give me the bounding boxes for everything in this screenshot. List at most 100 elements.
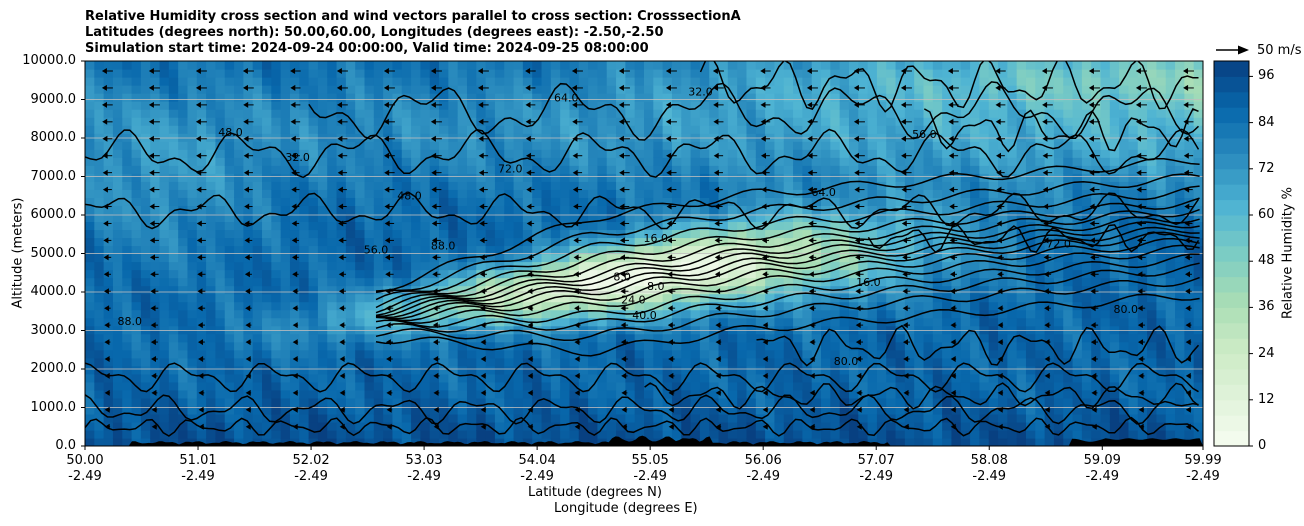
rh-cell xyxy=(737,165,748,174)
rh-cell xyxy=(131,365,142,375)
title-line-3: Simulation start time: 2024-09-24 00:00:… xyxy=(85,41,649,56)
rh-cell xyxy=(94,413,105,423)
rh-cell xyxy=(541,429,552,439)
rh-cell xyxy=(178,397,189,407)
rh-cell xyxy=(541,373,552,383)
rh-cell xyxy=(448,61,459,70)
rh-cell xyxy=(998,333,1008,343)
rh-cell xyxy=(140,285,151,295)
rh-cell xyxy=(187,109,198,118)
rh-cell xyxy=(634,69,645,78)
rh-cell xyxy=(746,373,757,383)
rh-cell xyxy=(821,261,831,271)
rh-cell xyxy=(858,421,869,431)
rh-cell xyxy=(504,397,515,407)
rh-cell xyxy=(187,413,198,423)
rh-cell xyxy=(522,157,533,166)
rh-cell xyxy=(988,205,999,214)
rh-cell xyxy=(541,117,552,126)
rh-cell xyxy=(960,69,971,78)
rh-cell xyxy=(224,189,235,198)
rh-cell xyxy=(597,221,608,231)
rh-cell xyxy=(662,85,673,94)
rh-cell xyxy=(951,237,962,247)
rh-cell xyxy=(671,293,682,303)
rh-cell xyxy=(513,101,524,110)
rh-cell xyxy=(569,109,580,118)
rh-cell xyxy=(644,333,654,343)
rh-cell xyxy=(942,397,953,407)
rh-cell xyxy=(243,197,254,206)
rh-cell xyxy=(718,141,729,150)
rh-cell xyxy=(187,197,198,206)
rh-cell xyxy=(168,77,179,86)
rh-cell xyxy=(923,181,934,190)
rh-cell xyxy=(215,157,226,166)
rh-cell xyxy=(560,397,571,407)
rh-cell xyxy=(420,141,431,150)
rh-cell xyxy=(140,261,151,271)
rh-cell xyxy=(457,237,468,247)
rh-cell xyxy=(690,261,701,271)
rh-cell xyxy=(85,229,95,239)
rh-cell xyxy=(187,373,198,383)
rh-cell xyxy=(196,77,207,86)
rh-cell xyxy=(196,357,207,367)
rh-cell xyxy=(653,205,664,214)
rh-cell xyxy=(252,221,263,231)
rh-cell xyxy=(886,117,897,126)
rh-cell xyxy=(634,237,645,247)
rh-cell xyxy=(588,405,599,415)
rh-cell xyxy=(923,61,934,70)
rh-cell xyxy=(1035,237,1046,247)
rh-cell xyxy=(429,317,440,327)
rh-cell xyxy=(1007,253,1018,263)
rh-cell xyxy=(979,93,990,102)
rh-cell xyxy=(448,357,459,367)
rh-cell xyxy=(821,221,831,231)
rh-cell xyxy=(485,317,496,327)
rh-cell xyxy=(355,437,366,446)
rh-cell xyxy=(466,285,477,295)
rh-cell xyxy=(504,373,515,383)
rh-cell xyxy=(448,181,459,190)
rh-cell xyxy=(532,357,543,367)
rh-cell xyxy=(457,117,468,126)
rh-cell xyxy=(420,381,431,391)
rh-cell xyxy=(886,301,897,311)
rh-cell xyxy=(1025,373,1036,383)
rh-cell xyxy=(373,157,384,166)
rh-cell xyxy=(513,93,524,102)
rh-cell xyxy=(308,197,319,206)
rh-cell xyxy=(876,117,887,126)
rh-cell xyxy=(541,333,552,343)
rh-cell xyxy=(159,117,170,126)
rh-cell xyxy=(252,245,263,255)
rh-cell xyxy=(401,69,412,78)
rh-cell xyxy=(699,397,710,407)
rh-cell xyxy=(783,141,794,150)
rh-cell xyxy=(364,365,375,375)
rh-cell xyxy=(774,109,785,118)
rh-cell xyxy=(578,397,589,407)
rh-cell xyxy=(103,189,114,198)
rh-cell xyxy=(979,285,990,295)
rh-cell xyxy=(243,141,254,150)
rh-cell xyxy=(94,61,105,70)
rh-cell xyxy=(606,293,617,303)
rh-cell xyxy=(746,293,757,303)
rh-cell xyxy=(159,141,170,150)
rh-cell xyxy=(494,341,505,351)
rh-cell xyxy=(755,77,766,86)
rh-cell xyxy=(1025,109,1036,118)
rh-cell xyxy=(886,285,897,295)
rh-cell xyxy=(671,421,682,431)
rh-cell xyxy=(466,85,477,94)
rh-cell xyxy=(122,341,133,351)
rh-cell xyxy=(429,413,440,423)
rh-cell xyxy=(131,277,142,287)
rh-cell xyxy=(1007,205,1018,214)
rh-cell xyxy=(616,317,626,327)
rh-cell xyxy=(793,365,803,375)
rh-cell xyxy=(988,189,999,198)
